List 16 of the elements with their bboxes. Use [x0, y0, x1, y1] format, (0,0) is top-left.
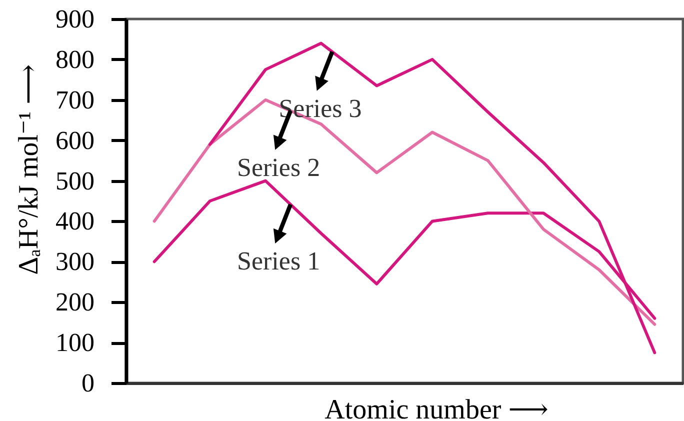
- y-tick-label: 400: [56, 206, 94, 236]
- y-tick-label: 0: [82, 368, 94, 398]
- annotation: Series 3: [278, 94, 362, 123]
- line-series: [152, 98, 656, 326]
- annotation: Series 2: [237, 152, 320, 182]
- y-tick-label: 900: [56, 4, 94, 34]
- y-tick-label: 800: [56, 44, 94, 74]
- annotation: Series 1: [237, 246, 320, 276]
- y-tick-label: 600: [56, 126, 94, 155]
- y-tick-label: 300: [56, 247, 94, 276]
- y-axis-title: ΔₐH°/kJ mol⁻¹ ⟶: [14, 64, 44, 275]
- y-tick-label: 100: [56, 328, 94, 358]
- y-tick-label: 700: [56, 85, 94, 114]
- x-axis-title: Atomic number ⟶: [324, 394, 548, 421]
- y-tick-label: 200: [56, 288, 94, 317]
- y-tick-label: 500: [56, 166, 94, 196]
